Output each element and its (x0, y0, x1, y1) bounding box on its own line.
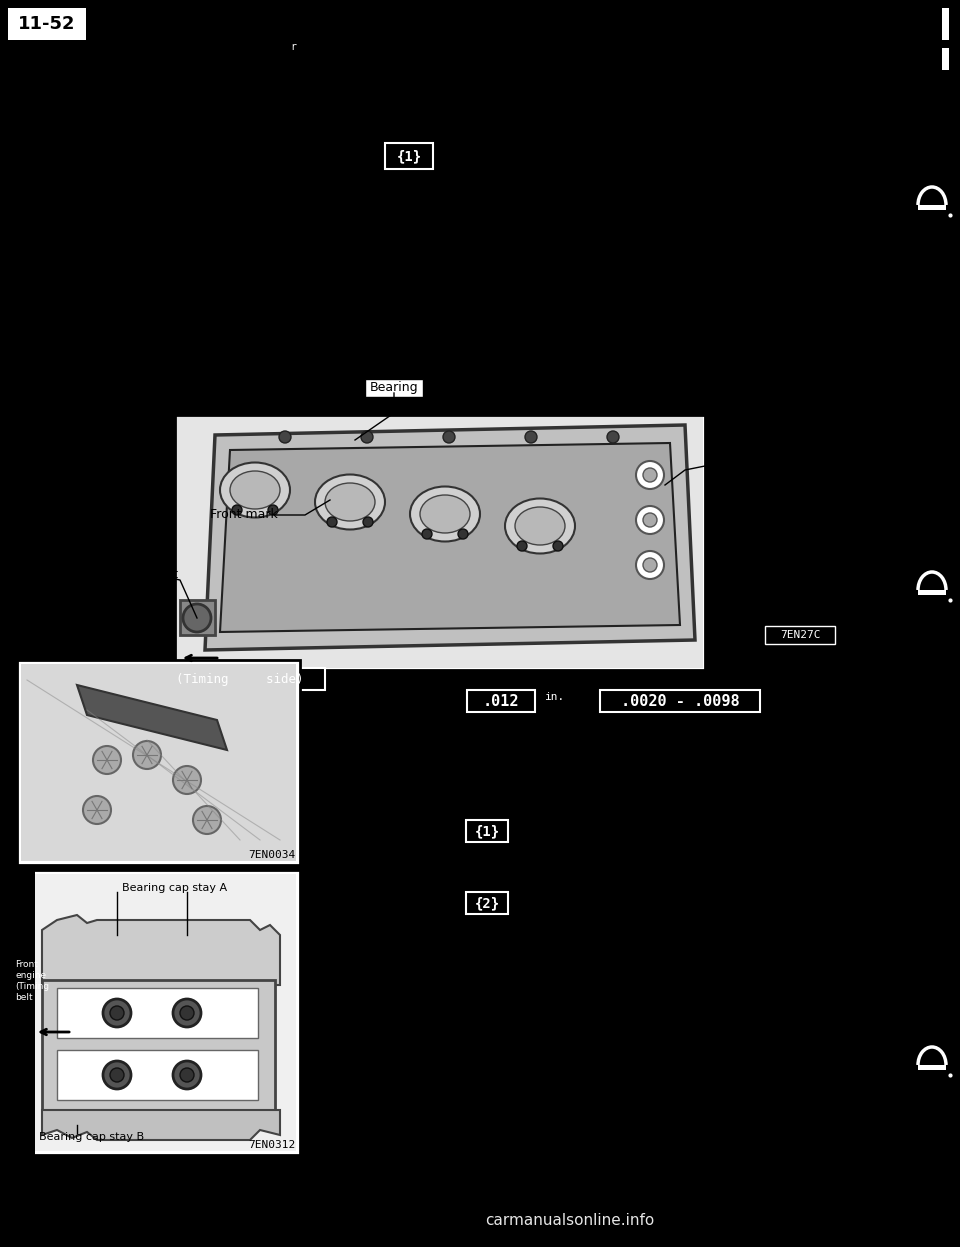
Text: Crankshaft: Crankshaft (110, 569, 178, 581)
Circle shape (636, 461, 664, 489)
Polygon shape (220, 443, 680, 632)
Bar (17, 870, 300, 1155)
Bar (42, 980, 275, 1110)
Circle shape (643, 468, 657, 483)
Text: .012: .012 (483, 693, 519, 708)
Circle shape (110, 1067, 124, 1082)
Text: Bearing: Bearing (370, 382, 419, 394)
Circle shape (443, 431, 455, 443)
Circle shape (173, 999, 201, 1028)
Text: in.: in. (545, 692, 565, 702)
Circle shape (180, 1006, 194, 1020)
Bar (942, 47, 949, 70)
Circle shape (232, 505, 242, 515)
Bar (918, 1065, 946, 1070)
Circle shape (636, 551, 664, 579)
Polygon shape (42, 915, 280, 985)
Ellipse shape (325, 483, 375, 521)
Text: (Timing     side): (Timing side) (177, 672, 303, 686)
Ellipse shape (410, 486, 480, 541)
Circle shape (643, 557, 657, 572)
Text: Cylinder block: Cylinder block (710, 454, 799, 466)
Bar (17, 870, 35, 1155)
Text: carmanualsonline.info: carmanualsonline.info (486, 1213, 655, 1228)
Circle shape (110, 1006, 124, 1020)
Circle shape (183, 604, 211, 632)
Bar (466, 892, 508, 914)
Circle shape (517, 541, 527, 551)
Circle shape (103, 999, 131, 1028)
Text: Front mark: Front mark (210, 509, 277, 521)
Circle shape (363, 518, 373, 527)
Polygon shape (42, 1110, 280, 1140)
Text: r: r (290, 42, 296, 52)
Polygon shape (205, 425, 695, 650)
Ellipse shape (420, 495, 470, 532)
Text: Bearing cap stay B: Bearing cap stay B (39, 1132, 144, 1142)
Bar (21, 874, 296, 1151)
Text: Front
engine
(Timing
belt: Front engine (Timing belt (15, 960, 49, 1003)
Bar (467, 690, 535, 712)
Text: {2}: {2} (474, 897, 499, 910)
Circle shape (193, 806, 221, 834)
Circle shape (525, 431, 537, 443)
Ellipse shape (220, 463, 290, 518)
Ellipse shape (505, 499, 575, 554)
Circle shape (643, 513, 657, 527)
Circle shape (361, 431, 373, 443)
Bar (600, 690, 760, 712)
Bar (365, 379, 423, 397)
Text: 11-52: 11-52 (18, 15, 76, 32)
Bar (918, 590, 946, 595)
Bar (21, 663, 296, 860)
Text: .0020 - .0098: .0020 - .0098 (621, 693, 739, 708)
Text: Bearing cap stay A: Bearing cap stay A (122, 883, 228, 893)
Circle shape (180, 1067, 194, 1082)
Circle shape (173, 1061, 201, 1089)
Ellipse shape (230, 471, 280, 509)
Circle shape (103, 1061, 131, 1089)
Polygon shape (77, 685, 227, 749)
Circle shape (133, 741, 161, 769)
Bar (17, 660, 300, 865)
Ellipse shape (315, 475, 385, 530)
Circle shape (327, 518, 337, 527)
Bar (180, 600, 215, 635)
Bar (765, 626, 835, 643)
Bar (918, 205, 946, 209)
Bar (466, 821, 508, 842)
Text: {1}: {1} (396, 148, 421, 163)
Circle shape (422, 529, 432, 539)
Bar (57, 988, 258, 1038)
Bar (8, 7, 86, 40)
Bar (155, 668, 325, 690)
Circle shape (173, 766, 201, 794)
Circle shape (93, 746, 121, 774)
Circle shape (458, 529, 468, 539)
Bar (385, 143, 433, 170)
Circle shape (268, 505, 278, 515)
Text: 7EN27C: 7EN27C (780, 630, 820, 640)
Ellipse shape (515, 508, 565, 545)
Text: {1}: {1} (474, 824, 499, 838)
Text: 7EN0034: 7EN0034 (248, 850, 295, 860)
Circle shape (553, 541, 563, 551)
Circle shape (636, 506, 664, 534)
Bar (57, 1050, 258, 1100)
Bar (175, 415, 705, 670)
Bar (942, 7, 949, 40)
Circle shape (279, 431, 291, 443)
Bar (177, 416, 703, 668)
Text: 7EN0312: 7EN0312 (248, 1140, 295, 1150)
Circle shape (83, 796, 111, 824)
Circle shape (607, 431, 619, 443)
